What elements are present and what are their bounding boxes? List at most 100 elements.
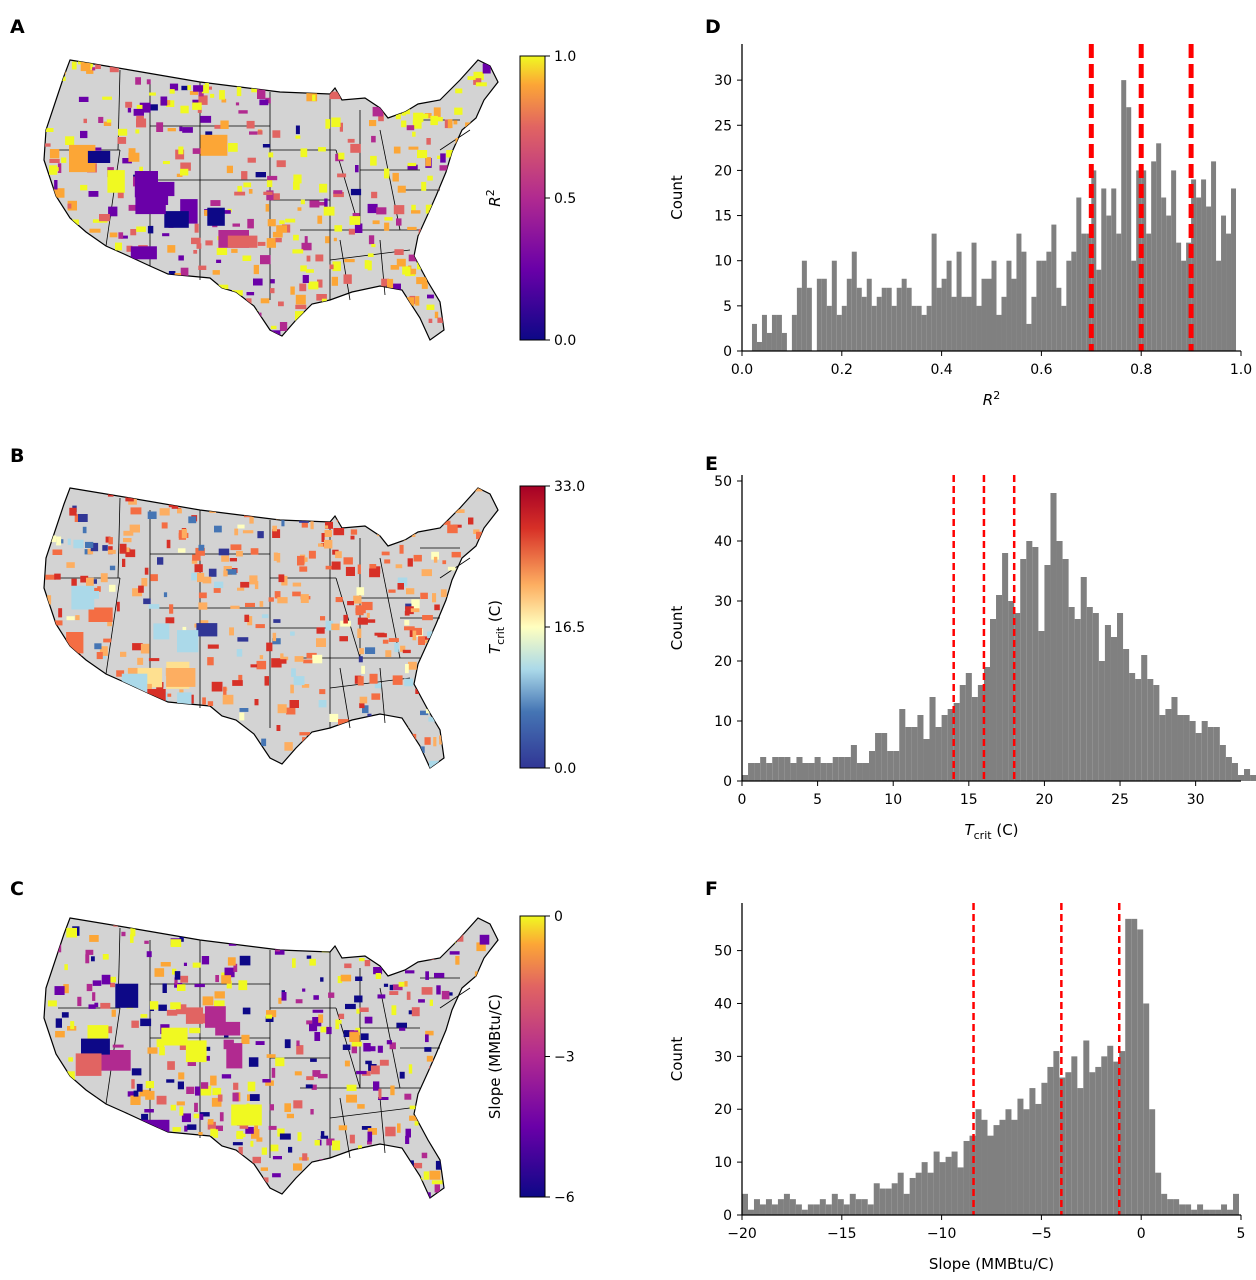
histogram-bar <box>1066 260 1072 351</box>
histogram-bar <box>1046 251 1052 351</box>
histogram-bar <box>1225 757 1232 781</box>
histogram-bar <box>1131 918 1138 1215</box>
histogram-bar <box>1098 661 1105 781</box>
histogram-bar <box>1071 251 1077 351</box>
y-tick-label: 20 <box>714 163 732 179</box>
histogram-bar <box>969 1135 976 1215</box>
histogram-bar <box>1077 1088 1084 1215</box>
histogram-bar <box>826 763 833 781</box>
histogram-bar <box>911 305 917 351</box>
histogram-bar <box>951 296 957 351</box>
histogram-bar <box>1016 233 1022 351</box>
x-tick-label: 30 <box>1187 792 1205 808</box>
histogram-bar <box>766 763 773 781</box>
histogram-bar <box>1106 215 1112 351</box>
map-a <box>43 59 499 341</box>
histogram-bar <box>931 233 937 351</box>
histogram-bar <box>765 1199 772 1215</box>
histogram-bar <box>1153 685 1160 781</box>
histogram-bar <box>891 1183 898 1215</box>
histogram-bar <box>976 305 982 351</box>
histogram-bar <box>991 260 997 351</box>
x-tick-label: 15 <box>960 792 978 808</box>
histogram-bar <box>849 1193 856 1215</box>
histogram-bar <box>850 745 857 781</box>
histogram-bar <box>806 287 812 351</box>
histogram-bar <box>1189 721 1196 781</box>
histogram-bar <box>838 757 845 781</box>
histogram-bar <box>1181 260 1187 351</box>
histogram-bar <box>771 1204 778 1215</box>
x-axis-label: Tcrit (C) <box>964 821 1018 842</box>
histogram-bar <box>759 1204 766 1215</box>
histogram-bar <box>1068 607 1075 781</box>
histogram-bar <box>1026 323 1032 351</box>
histogram-bar <box>1038 631 1045 781</box>
histogram-bar <box>1017 1098 1024 1215</box>
colorbar-tick-label: −6 <box>554 1190 575 1206</box>
histogram-bar <box>1062 559 1069 781</box>
histogram-bar <box>1227 1209 1234 1215</box>
histogram-bar <box>836 314 842 351</box>
histogram-bar <box>1141 655 1148 781</box>
histogram-bar <box>1149 1109 1156 1215</box>
y-tick-label: 15 <box>714 209 732 225</box>
histogram-bar <box>1237 775 1245 781</box>
histogram-bar <box>1065 1072 1072 1215</box>
colorbar-tick-label: 33.0 <box>554 479 585 495</box>
histogram-bar <box>790 763 797 781</box>
histogram-bar <box>1161 1193 1168 1215</box>
histogram-bar <box>1056 287 1062 351</box>
histogram-bar <box>807 1204 814 1215</box>
histogram-bar <box>983 667 990 781</box>
histogram-bar <box>886 287 892 351</box>
histogram-bar <box>843 1204 850 1215</box>
panel-letter-b: B <box>10 445 24 467</box>
y-tick-label: 50 <box>714 944 732 960</box>
colorbar-tick-label: −3 <box>554 1050 575 1066</box>
panel-letter-d: D <box>705 16 721 38</box>
histogram-bar <box>887 751 894 781</box>
x-tick-label: 5 <box>1237 1226 1246 1242</box>
histogram-bar <box>1155 1172 1162 1215</box>
histogram-bar <box>778 757 785 781</box>
histogram-bar <box>873 1183 880 1215</box>
histogram-bar <box>1171 697 1178 781</box>
histogram-bar <box>953 703 960 781</box>
x-tick-label: 0 <box>738 792 747 808</box>
histogram-bar <box>1219 745 1226 781</box>
histogram-bar <box>1119 1051 1126 1215</box>
histogram-bar <box>1179 1204 1186 1215</box>
histogram-bar <box>1147 679 1154 781</box>
histogram-bar <box>1221 1204 1228 1215</box>
histogram-bar <box>1136 170 1142 351</box>
histogram-bar <box>1056 541 1063 781</box>
histogram-bar <box>1216 260 1222 351</box>
histogram-bar <box>897 1172 904 1215</box>
histogram-bar <box>879 1188 886 1215</box>
x-tick-label: 0 <box>1137 1226 1146 1242</box>
histogram-bar <box>1020 559 1027 781</box>
y-tick-label: 0 <box>723 344 732 360</box>
histogram-bar <box>771 314 777 351</box>
histogram-bar <box>777 1199 784 1215</box>
histogram-bar <box>957 1167 964 1215</box>
histogram-bar <box>1213 727 1220 781</box>
histogram-bar <box>965 673 972 781</box>
histogram-e: 0 5 10 15 20 25 30 0 10 20 30 40 50 Tcrit (C) Count <box>668 474 1256 842</box>
histogram-bar <box>1081 233 1087 351</box>
histogram-bar <box>808 763 815 781</box>
histogram-bar <box>1183 715 1190 781</box>
histogram-bar <box>911 727 918 781</box>
histogram-bar <box>760 757 767 781</box>
colorbar-tick-label: 0.0 <box>554 761 576 777</box>
histogram-bar <box>927 1172 934 1215</box>
histogram-bar <box>1095 1066 1102 1215</box>
histogram-bar <box>1047 1066 1054 1215</box>
histogram-bar <box>753 1199 760 1215</box>
histogram-d: 0.0 0.2 0.4 0.6 0.8 1.0 0 5 10 15 20 25 30 R2 Count <box>668 44 1252 409</box>
histogram-bar <box>1146 233 1152 351</box>
histogram-bar <box>1101 1056 1108 1215</box>
histogram-bar <box>1215 1209 1222 1215</box>
histogram-bar <box>1231 763 1238 781</box>
